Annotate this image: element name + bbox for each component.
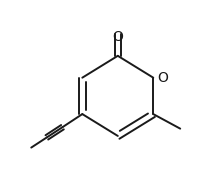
Text: O: O [112, 30, 123, 44]
Text: O: O [157, 71, 168, 85]
